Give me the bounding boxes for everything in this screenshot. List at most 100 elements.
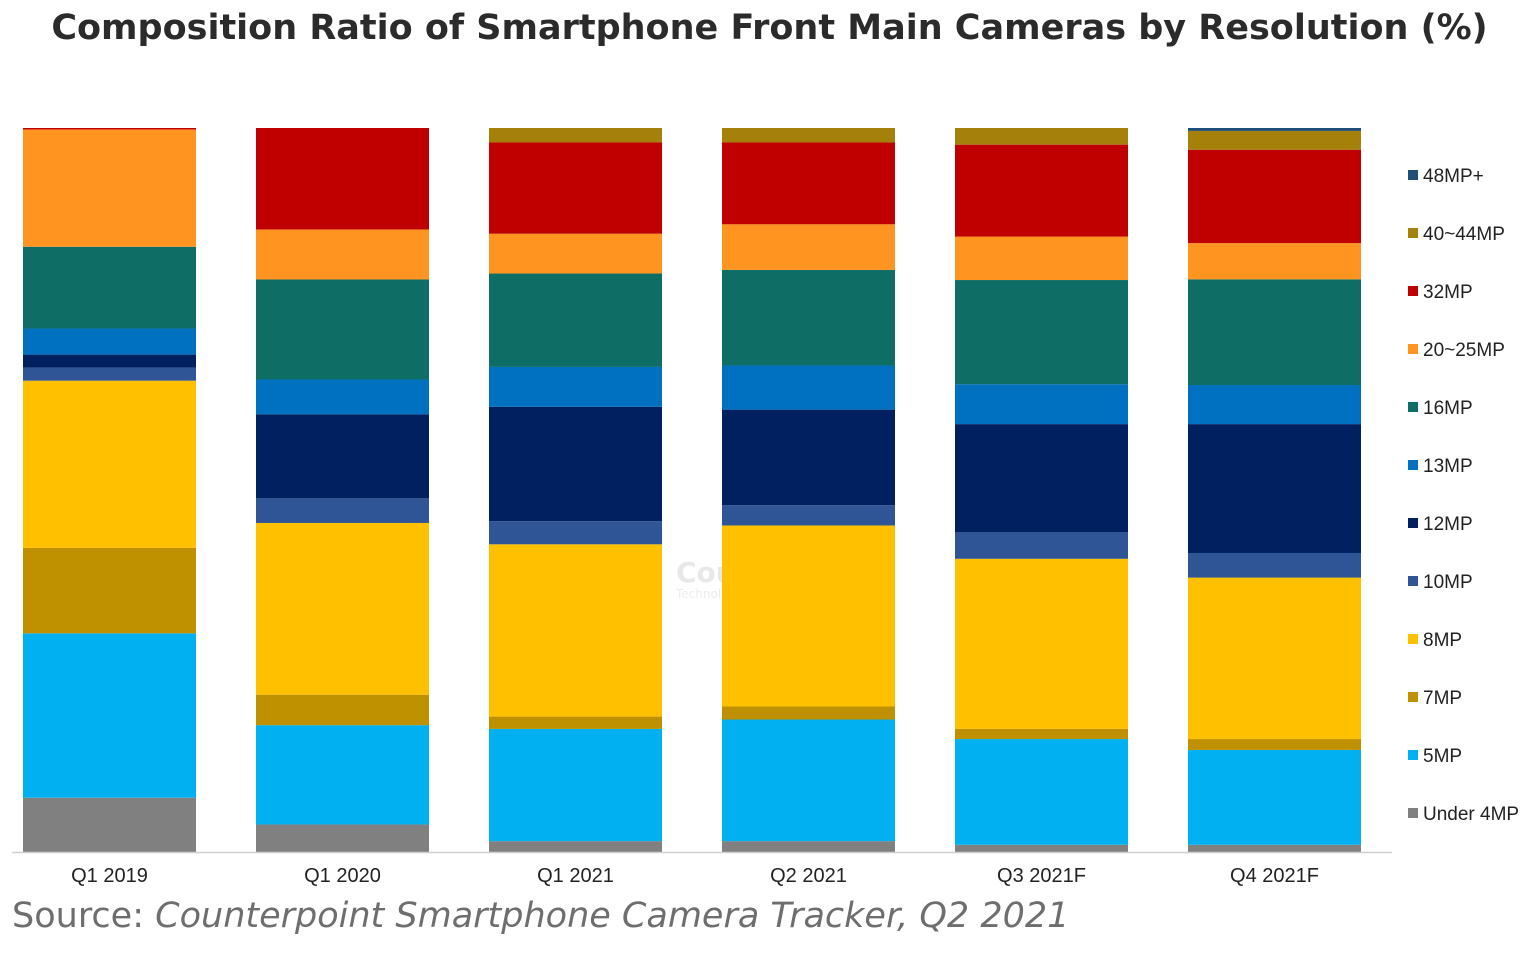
bar-segment-q1-2019-5mp (23, 633, 196, 798)
bar-segment-q1-2019-8mp (23, 380, 196, 548)
bar-segment-q1-2021-12mp (489, 406, 662, 522)
legend-swatch-40-44mp (1408, 228, 1418, 238)
bar-segment-q2-2021-16mp (722, 269, 895, 366)
bar-segment-q4-2021f-under-4mp (1188, 844, 1361, 852)
legend-swatch-48mp (1408, 170, 1418, 180)
bar-segment-q2-2021-40-44mp (722, 128, 895, 143)
bar-segment-q1-2019-12mp (23, 354, 196, 368)
bars-group (23, 128, 1361, 852)
legend-swatch-5mp (1408, 750, 1418, 760)
bar-segment-q3-2021f-12mp (955, 424, 1128, 532)
bar-segment-q1-2021-40-44mp (489, 128, 662, 143)
bar-segment-q1-2021-10mp (489, 521, 662, 545)
bar-segment-q2-2021-10mp (722, 505, 895, 526)
bar-segment-q3-2021f-13mp (955, 384, 1128, 425)
legend-swatch-32mp (1408, 286, 1418, 296)
legend-label-5mp: 5MP (1423, 746, 1462, 767)
bar-segment-q4-2021f-16mp (1188, 279, 1361, 386)
bar-segment-q1-2020-16mp (256, 279, 429, 380)
legend-label-7mp: 7MP (1423, 688, 1462, 709)
legend-swatch-7mp (1408, 692, 1418, 702)
bar-segment-q1-2019-16mp (23, 246, 196, 329)
bar-segment-q4-2021f-5mp (1188, 749, 1361, 845)
bar-segment-q2-2021-13mp (722, 365, 895, 410)
bar-segment-q2-2021-5mp (722, 719, 895, 842)
legend-label-16mp: 16MP (1423, 398, 1473, 419)
bar-segment-q3-2021f-under-4mp (955, 844, 1128, 852)
bar-segment-q3-2021f-40-44mp (955, 128, 1128, 145)
x-tick-label-q1-2021: Q1 2021 (537, 865, 614, 887)
bar-segment-q2-2021-8mp (722, 525, 895, 707)
bar-segment-q1-2020-under-4mp (256, 824, 429, 852)
legend: 48MP+ 40~44MP 32MP 20~25MP 16MP 13MP 12MP 10MP 8… (1408, 166, 1519, 825)
bar-segment-q1-2019-under-4mp (23, 797, 196, 852)
bar-segment-q4-2021f-12mp (1188, 424, 1361, 553)
legend-label-40-44mp: 40~44MP (1423, 224, 1505, 245)
bar-segment-q4-2021f-32mp (1188, 149, 1361, 244)
bar-segment-q1-2020-7mp (256, 694, 429, 726)
bar-segment-q1-2019-7mp (23, 547, 196, 634)
bar-segment-q4-2021f-20-25mp (1188, 243, 1361, 280)
bar-segment-q2-2021-under-4mp (722, 841, 895, 852)
bar-segment-q3-2021f-7mp (955, 728, 1128, 740)
bar-segment-q2-2021-32mp (722, 142, 895, 225)
bar-segment-q3-2021f-8mp (955, 558, 1128, 729)
bar-segment-q1-2020-13mp (256, 379, 429, 415)
bar-segment-q1-2019-13mp (23, 328, 196, 355)
legend-label-48mp: 48MP+ (1423, 166, 1484, 187)
bar-segment-q1-2021-8mp (489, 544, 662, 717)
bar-segment-q1-2021-7mp (489, 716, 662, 729)
x-tick-label-q1-2019: Q1 2019 (71, 865, 148, 887)
bar-segment-q1-2020-32mp (256, 128, 429, 230)
bar-segment-q1-2019-10mp (23, 367, 196, 381)
bar-segment-q2-2021-20-25mp (722, 224, 895, 270)
bar-segment-q1-2021-20-25mp (489, 233, 662, 274)
x-tick-label-q2-2021: Q2 2021 (770, 865, 847, 887)
legend-swatch-8mp (1408, 634, 1418, 644)
bar-segment-q4-2021f-7mp (1188, 739, 1361, 750)
bar-segment-q1-2020-8mp (256, 522, 429, 695)
legend-label-32mp: 32MP (1423, 282, 1473, 303)
bar-segment-q3-2021f-16mp (955, 280, 1128, 385)
bar-segment-q1-2020-10mp (256, 498, 429, 523)
source-text: Counterpoint Smartphone Camera Tracker, … (155, 896, 1070, 936)
source-prefix: Source: (12, 896, 145, 936)
bar-segment-q2-2021-12mp (722, 409, 895, 506)
bar-segment-q4-2021f-48mp (1188, 128, 1361, 131)
legend-swatch-10mp (1408, 576, 1418, 586)
legend-swatch-16mp (1408, 402, 1418, 412)
legend-swatch-12mp (1408, 518, 1418, 528)
legend-label-10mp: 10MP (1423, 572, 1473, 593)
bar-segment-q2-2021-7mp (722, 706, 895, 720)
bar-segment-q3-2021f-20-25mp (955, 236, 1128, 281)
bar-segment-q3-2021f-10mp (955, 531, 1128, 559)
x-tick-labels: Q1 2019 Q1 2020 Q1 2021 Q2 2021 Q3 2021F Q4 2… (71, 865, 1319, 887)
legend-swatch-20-25mp (1408, 344, 1418, 354)
bar-segment-q1-2019-20-25mp (23, 129, 196, 247)
bar-segment-q1-2021-32mp (489, 142, 662, 234)
x-tick-label-q4-2021f: Q4 2021F (1230, 865, 1319, 887)
bar-segment-q4-2021f-13mp (1188, 385, 1361, 425)
bar-segment-q1-2020-20-25mp (256, 229, 429, 280)
bar-segment-q4-2021f-8mp (1188, 577, 1361, 740)
legend-label-12mp: 12MP (1423, 514, 1473, 535)
legend-label-under-4mp: Under 4MP (1423, 804, 1519, 825)
bar-segment-q1-2021-under-4mp (489, 841, 662, 852)
bar-segment-q3-2021f-32mp (955, 144, 1128, 237)
bar-segment-q4-2021f-40-44mp (1188, 130, 1361, 150)
legend-swatch-under-4mp (1408, 808, 1418, 818)
bar-segment-q1-2019-32mp (23, 128, 196, 130)
bar-segment-q1-2021-16mp (489, 273, 662, 367)
x-tick-label-q3-2021f: Q3 2021F (997, 865, 1086, 887)
legend-swatch-13mp (1408, 460, 1418, 470)
x-tick-label-q1-2020: Q1 2020 (304, 865, 381, 887)
bar-segment-q1-2021-5mp (489, 728, 662, 842)
bar-segment-q1-2020-5mp (256, 725, 429, 825)
bar-segment-q1-2021-13mp (489, 366, 662, 407)
chart-title: Composition Ratio of Smartphone Front Ma… (51, 8, 1488, 48)
source-line: Source: Counterpoint Smartphone Camera T… (12, 896, 1069, 936)
bar-segment-q3-2021f-5mp (955, 739, 1128, 845)
legend-label-20-25mp: 20~25MP (1423, 340, 1505, 361)
bar-segment-q4-2021f-10mp (1188, 552, 1361, 578)
